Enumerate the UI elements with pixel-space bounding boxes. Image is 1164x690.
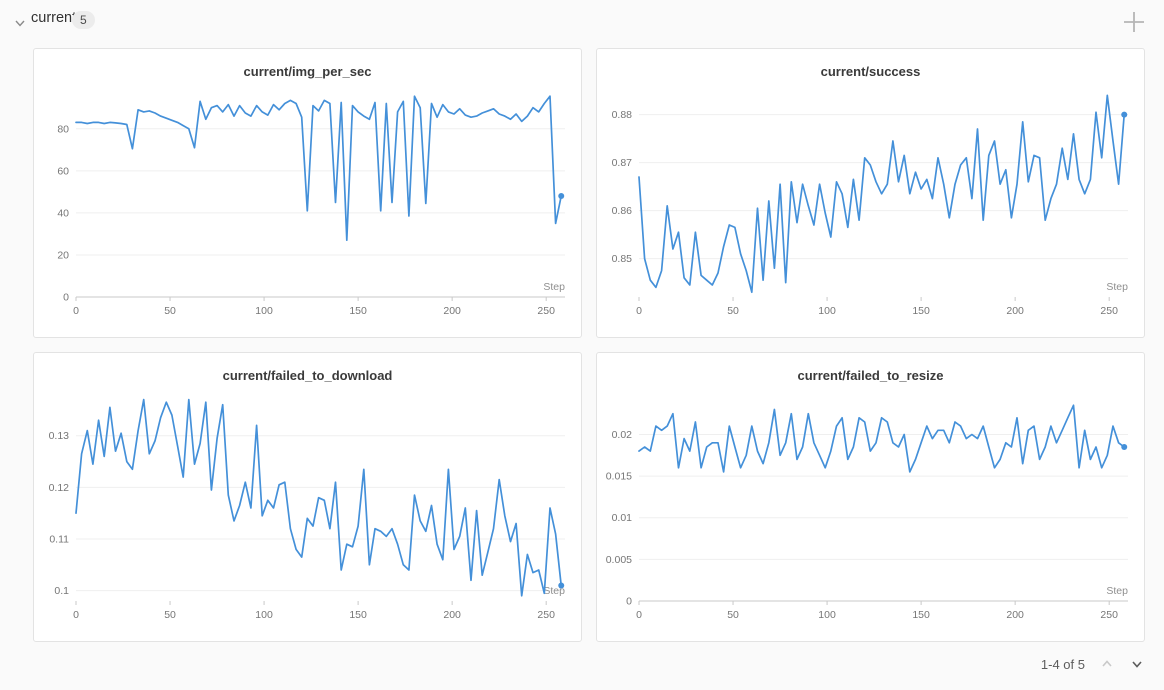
chart-title: current/img_per_sec bbox=[243, 64, 372, 79]
svg-text:0: 0 bbox=[636, 305, 642, 317]
line-chart-img-per-sec[interactable]: 0 20 40 60 80 0 50 100 150 200 250 Step bbox=[34, 83, 582, 338]
svg-text:0.02: 0.02 bbox=[612, 429, 633, 441]
svg-text:0.12: 0.12 bbox=[49, 482, 70, 494]
chevron-up-icon[interactable] bbox=[1099, 656, 1115, 672]
pagination-label: 1-4 of 5 bbox=[1040, 656, 1085, 672]
svg-text:Step: Step bbox=[1106, 281, 1128, 293]
plus-icon[interactable] bbox=[1121, 9, 1147, 35]
svg-text:200: 200 bbox=[443, 609, 461, 621]
line-chart-success[interactable]: 0.85 0.86 0.87 0.88 0 50 100 150 200 250 Step bbox=[597, 83, 1145, 338]
svg-text:0.015: 0.015 bbox=[606, 471, 632, 483]
svg-text:40: 40 bbox=[57, 207, 69, 219]
svg-text:250: 250 bbox=[537, 609, 555, 621]
svg-text:Step: Step bbox=[1106, 585, 1128, 597]
svg-text:50: 50 bbox=[727, 609, 739, 621]
chart-title: current/success bbox=[820, 64, 921, 79]
svg-text:250: 250 bbox=[1100, 609, 1118, 621]
chart-panel-img-per-sec[interactable]: current/img_per_sec 0 20 40 60 80 0 50 100 150 20… bbox=[33, 48, 582, 338]
svg-text:100: 100 bbox=[818, 305, 836, 317]
svg-text:0.11: 0.11 bbox=[49, 534, 69, 546]
chart-panel-failed-to-download[interactable]: current/failed_to_download 0.1 0.11 0.12 0.… bbox=[33, 352, 582, 642]
line-chart-failed-to-resize[interactable]: 0 0.005 0.01 0.015 0.02 0 50 100 150 200 250 Step bbox=[597, 387, 1145, 642]
chart-title: current/failed_to_resize bbox=[797, 368, 944, 383]
svg-text:0: 0 bbox=[73, 305, 79, 317]
svg-text:0.01: 0.01 bbox=[612, 512, 633, 524]
svg-text:100: 100 bbox=[818, 609, 836, 621]
svg-text:100: 100 bbox=[255, 305, 273, 317]
svg-text:100: 100 bbox=[255, 609, 273, 621]
pagination: 1-4 of 5 bbox=[1041, 650, 1145, 678]
svg-text:0.13: 0.13 bbox=[49, 430, 70, 442]
svg-text:200: 200 bbox=[443, 305, 461, 317]
svg-text:250: 250 bbox=[537, 305, 555, 317]
svg-text:0.1: 0.1 bbox=[54, 585, 69, 597]
chevron-down-icon[interactable] bbox=[13, 16, 27, 30]
svg-text:0.87: 0.87 bbox=[612, 157, 633, 169]
svg-text:150: 150 bbox=[912, 609, 930, 621]
svg-text:Step: Step bbox=[543, 281, 565, 293]
svg-text:80: 80 bbox=[57, 123, 69, 135]
svg-text:0.88: 0.88 bbox=[612, 109, 633, 121]
chart-panel-success[interactable]: current/success 0.85 0.86 0.87 0.88 0 50 100 15… bbox=[596, 48, 1145, 338]
section-title: current bbox=[31, 10, 77, 26]
svg-text:20: 20 bbox=[57, 249, 69, 261]
svg-text:250: 250 bbox=[1100, 305, 1118, 317]
svg-text:50: 50 bbox=[164, 305, 176, 317]
panel-grid: current/img_per_sec 0 20 40 60 80 0 50 100 150 20… bbox=[33, 48, 1145, 642]
svg-text:0: 0 bbox=[626, 596, 632, 608]
svg-text:200: 200 bbox=[1006, 609, 1024, 621]
svg-text:60: 60 bbox=[57, 165, 69, 177]
panel-count-badge: 5 bbox=[72, 11, 95, 29]
svg-text:0.85: 0.85 bbox=[612, 253, 633, 265]
svg-text:50: 50 bbox=[727, 305, 739, 317]
svg-text:150: 150 bbox=[912, 305, 930, 317]
svg-text:0.86: 0.86 bbox=[612, 205, 633, 217]
svg-text:0: 0 bbox=[63, 292, 69, 304]
chevron-down-icon[interactable] bbox=[1129, 656, 1145, 672]
chart-panel-failed-to-resize[interactable]: current/failed_to_resize 0 0.005 0.01 0.015… bbox=[596, 352, 1145, 642]
svg-text:0.005: 0.005 bbox=[606, 554, 632, 566]
svg-text:150: 150 bbox=[349, 609, 367, 621]
svg-text:0: 0 bbox=[636, 609, 642, 621]
svg-text:0: 0 bbox=[73, 609, 79, 621]
svg-text:200: 200 bbox=[1006, 305, 1024, 317]
chart-title: current/failed_to_download bbox=[222, 368, 393, 383]
svg-text:150: 150 bbox=[349, 305, 367, 317]
svg-text:50: 50 bbox=[164, 609, 176, 621]
section-header: current 5 bbox=[0, 0, 1164, 46]
